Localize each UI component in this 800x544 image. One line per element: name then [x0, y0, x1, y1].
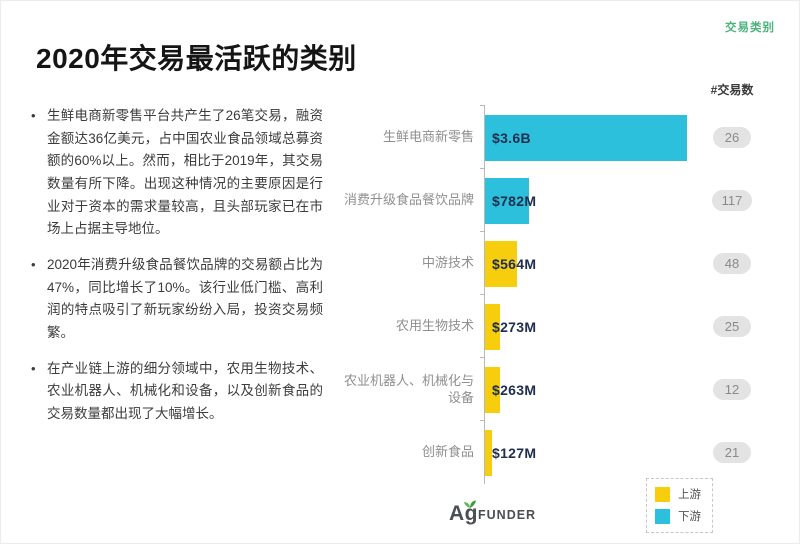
agfunder-logo: Ag FUNDER: [449, 500, 537, 525]
legend-swatch: [655, 508, 670, 524]
deal-count-row: 12: [701, 358, 763, 421]
bar-plot-area: $263M: [480, 357, 708, 421]
deal-count-row: 25: [701, 295, 763, 358]
corner-tag: 交易类别: [725, 22, 775, 34]
bar: [485, 177, 529, 224]
bar-value-label: $3.6B: [492, 129, 531, 146]
category-label: 农用生物技术: [395, 318, 474, 334]
bar-row: 农用生物技术 $273M: [336, 294, 708, 358]
bar: [485, 303, 500, 350]
bullet-item: • 生鲜电商新零售平台共产生了26笔交易，融资金额达36亿美元，占中国农业食品领…: [31, 105, 323, 241]
bar-value-label: $273M: [492, 318, 537, 335]
legend-label: 上游: [678, 489, 701, 501]
legend-item: 下游: [655, 508, 701, 524]
legend-item: 上游: [655, 486, 701, 502]
bar-row: 中游技术 $564M: [336, 231, 708, 295]
bar-plot-area: $564M: [480, 231, 708, 295]
bullet-text: 生鲜电商新零售平台共产生了26笔交易，融资金额达36亿美元，占中国农业食品领域总…: [47, 108, 323, 237]
bullet-text: 在产业链上游的细分领域中，农用生物技术、农业机器人、机械化和设备，以及创新食品的…: [47, 360, 323, 422]
bullet-dot: •: [31, 360, 36, 376]
deal-count-header: #交易数: [710, 83, 754, 97]
deal-count-pill: 25: [713, 316, 751, 337]
category-label: 生鲜电商新零售: [382, 129, 474, 145]
bar: [485, 366, 500, 413]
deal-count-row: 21: [701, 421, 763, 484]
bar-plot-area: $273M: [480, 294, 708, 358]
deal-count-pill: 26: [713, 127, 751, 148]
bullet-text: 2020年消费升级食品餐饮品牌的交易额占比为47%，同比增长了10%。该行业低门…: [47, 257, 323, 341]
bullet-dot: •: [31, 108, 36, 123]
bar-chart: 生鲜电商新零售 $3.6B 消费升级食品餐饮品牌 $782M 中游技术 $564M 农用生物…: [336, 105, 708, 484]
bar: [485, 114, 687, 161]
bar-value-label: $127M: [492, 444, 537, 461]
bar: [485, 240, 517, 287]
deal-count-pill: 21: [713, 442, 751, 463]
bar-value-label: $564M: [492, 255, 537, 272]
legend-label: 下游: [678, 511, 701, 523]
category-label: 中游技术: [421, 255, 474, 271]
deal-count-row: 26: [701, 106, 763, 169]
deal-count-pill: 48: [713, 253, 751, 274]
bar-row: 创新食品 $127M: [336, 420, 708, 484]
deal-count-column: 26 117 48 25 12 21: [701, 106, 763, 484]
legend-swatch: [655, 486, 670, 502]
sprout-icon: [463, 496, 477, 514]
bullet-item: • 在产业链上游的细分领域中，农用生物技术、农业机器人、机械化和设备，以及创新食…: [31, 358, 323, 426]
deal-count-row: 117: [701, 169, 763, 232]
deal-count-pill: 12: [713, 379, 751, 400]
bar-row: 生鲜电商新零售 $3.6B: [336, 105, 708, 169]
bar-row: 消费升级食品餐饮品牌 $782M: [336, 168, 708, 232]
deal-count-row: 48: [701, 232, 763, 295]
category-label: 创新食品: [421, 444, 474, 460]
bar-plot-area: $3.6B: [480, 105, 708, 169]
bar-plot-area: $782M: [480, 168, 708, 232]
deal-count-pill: 117: [711, 190, 753, 211]
bullet-dot: •: [31, 257, 36, 273]
bar-row: 农业机器人、机械化与设备 $263M: [336, 357, 708, 421]
bar: [485, 429, 492, 476]
category-label: 农业机器人、机械化与设备: [343, 373, 474, 405]
bar-plot-area: $127M: [480, 420, 708, 484]
bullet-item: • 2020年消费升级食品餐饮品牌的交易额占比为47%，同比增长了10%。该行业…: [31, 254, 323, 345]
agfunder-logo-text-ag: Ag: [449, 502, 478, 525]
bullet-list: • 生鲜电商新零售平台共产生了26笔交易，融资金额达36亿美元，占中国农业食品领…: [31, 105, 323, 439]
bar-value-label: $263M: [492, 381, 537, 398]
agfunder-logo-text-funder: FUNDER: [478, 507, 537, 522]
bar-value-label: $782M: [492, 192, 537, 209]
page-title: 2020年交易最活跃的类别: [36, 43, 357, 74]
chart-legend: 上游 下游: [646, 478, 713, 533]
category-label: 消费升级食品餐饮品牌: [343, 192, 474, 208]
